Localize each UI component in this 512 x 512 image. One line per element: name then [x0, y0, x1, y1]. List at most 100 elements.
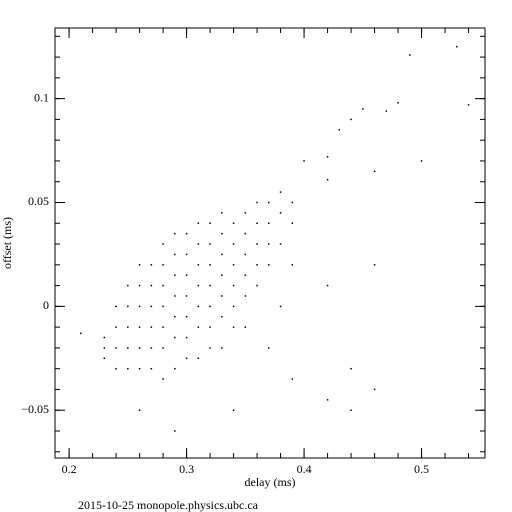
point [174, 430, 176, 432]
point [221, 274, 223, 276]
point [221, 315, 223, 318]
point [362, 108, 364, 110]
point [174, 336, 176, 339]
y-axis-label: offset (ms) [0, 217, 14, 269]
point [185, 274, 188, 276]
point [150, 284, 153, 287]
point [185, 315, 188, 318]
point [279, 191, 282, 193]
point [350, 409, 352, 411]
point [244, 274, 247, 276]
point [268, 243, 270, 245]
point [150, 264, 153, 266]
point [232, 284, 235, 287]
point [174, 274, 176, 276]
y-tick-label: 0 [43, 298, 49, 312]
x-axis-label: delay (ms) [245, 475, 296, 489]
point [115, 305, 117, 308]
point [326, 399, 329, 401]
point [162, 284, 164, 287]
point [209, 326, 211, 328]
point [197, 305, 200, 308]
point [127, 326, 129, 328]
point [291, 264, 294, 266]
point [232, 305, 235, 308]
point [209, 222, 211, 225]
point [256, 284, 258, 287]
point [174, 295, 176, 297]
point [138, 326, 141, 328]
point [209, 264, 211, 266]
point [103, 336, 106, 339]
point [232, 243, 235, 245]
point [162, 378, 164, 380]
x-tick-label: 0.3 [179, 462, 194, 476]
x-tick-label: 0.5 [414, 462, 429, 476]
point [303, 160, 305, 162]
point [138, 284, 141, 287]
point [373, 388, 376, 391]
point [162, 243, 164, 245]
point [150, 326, 153, 328]
point [279, 243, 282, 245]
point [221, 347, 223, 349]
point [103, 357, 106, 360]
point [279, 212, 282, 214]
point [338, 129, 341, 131]
point [221, 295, 223, 297]
plot-frame [54, 27, 486, 459]
point [209, 305, 211, 308]
point [232, 409, 235, 411]
point [244, 232, 247, 235]
point [162, 264, 164, 266]
point [326, 156, 329, 158]
point [197, 357, 200, 360]
point [138, 367, 141, 370]
point [174, 315, 176, 318]
point [209, 347, 211, 349]
y-tick-label: 0.1 [34, 90, 49, 104]
point [197, 284, 200, 287]
x-tick-label: 0.2 [62, 462, 77, 476]
point [256, 222, 258, 225]
point [232, 264, 235, 266]
point [268, 201, 270, 204]
point [197, 326, 200, 328]
point [244, 326, 247, 328]
point [185, 253, 188, 256]
point [244, 212, 247, 214]
point [115, 326, 117, 328]
point [268, 222, 270, 225]
point [291, 222, 294, 225]
point [291, 378, 294, 380]
y-tick-label: 0.05 [28, 194, 49, 208]
point [232, 222, 235, 225]
point [103, 347, 106, 349]
point [350, 367, 352, 370]
point [174, 367, 176, 370]
point [291, 201, 294, 204]
y-tick-label: −0.05 [21, 402, 49, 416]
point [127, 284, 129, 287]
point [150, 367, 153, 370]
footer: 2015-10-25 monopole.physics.ubc.ca [78, 498, 259, 512]
point [138, 347, 141, 349]
point [115, 347, 117, 349]
point [174, 253, 176, 256]
point [221, 232, 223, 235]
point [162, 305, 164, 308]
point [326, 284, 329, 287]
point [138, 264, 141, 266]
point [467, 104, 470, 106]
point [373, 170, 376, 173]
point [209, 284, 211, 287]
point [185, 357, 188, 360]
point [185, 336, 188, 339]
point [397, 102, 399, 104]
point [385, 110, 388, 112]
point [162, 326, 164, 328]
point [409, 54, 411, 56]
point [373, 264, 376, 266]
point [256, 264, 258, 266]
point [185, 295, 188, 297]
